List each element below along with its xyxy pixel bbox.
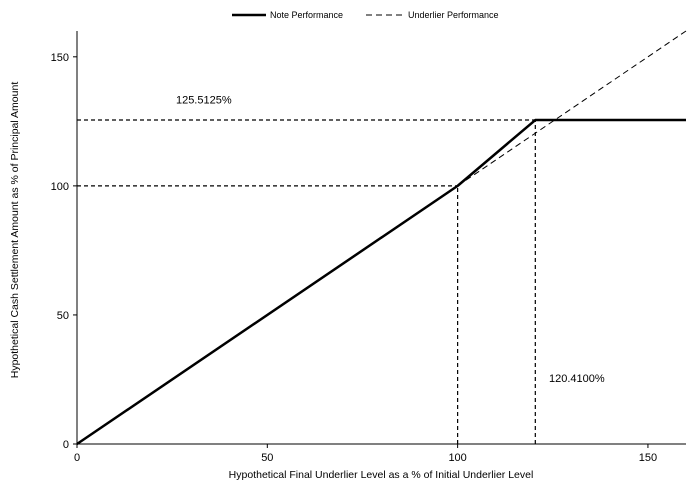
y-tick-label: 100 bbox=[51, 181, 69, 193]
legend: Note Performance Underlier Performance bbox=[232, 10, 499, 20]
x-axis-title: Hypothetical Final Underlier Level as a … bbox=[229, 469, 534, 481]
legend-note-label: Note Performance bbox=[270, 10, 343, 20]
x-tick-label: 150 bbox=[639, 452, 657, 464]
legend-underlier-label: Underlier Performance bbox=[408, 10, 499, 20]
x-tick-label: 50 bbox=[261, 452, 273, 464]
y-tick-label: 50 bbox=[57, 310, 69, 322]
annotation-label: 125.5125% bbox=[176, 94, 232, 106]
axes bbox=[76, 31, 686, 445]
annotation-label: 120.4100% bbox=[549, 373, 605, 385]
reference-lines bbox=[77, 119, 536, 444]
y-tick-label: 0 bbox=[63, 439, 69, 451]
underlier-performance-line bbox=[457, 30, 687, 187]
y-tick-label: 150 bbox=[51, 52, 69, 64]
annotations: 125.5125% 120.4100% bbox=[176, 94, 605, 385]
note-performance-line bbox=[76, 118, 686, 446]
y-axis-title: Hypothetical Cash Settlement Amount as %… bbox=[9, 82, 21, 379]
ticks: 0 50 100 150 0 50 100 150 bbox=[51, 52, 657, 464]
x-tick-label: 100 bbox=[448, 452, 466, 464]
series-layer bbox=[76, 30, 687, 446]
x-tick-label: 0 bbox=[74, 452, 80, 464]
